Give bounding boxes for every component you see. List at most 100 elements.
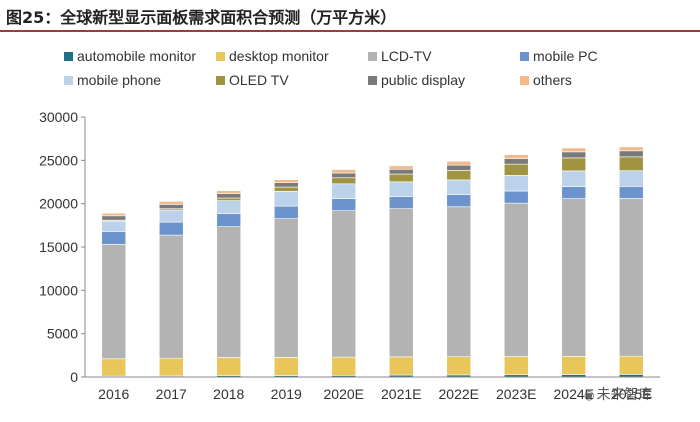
legend-swatch-desktop-monitor (216, 51, 225, 61)
bar-segment (101, 220, 127, 232)
bar-segment (618, 170, 644, 187)
bar-segment (216, 357, 242, 377)
watermark-text: 未来智库 (596, 387, 653, 403)
bar-segment (618, 150, 644, 158)
legend-swatch-public-display (368, 75, 377, 85)
bar-segment (331, 172, 357, 179)
bar-segment (561, 170, 587, 187)
bar-segment (101, 215, 127, 221)
bar-segment (331, 198, 357, 211)
bar-segment (561, 356, 587, 375)
bar-segment (561, 151, 587, 159)
legend-swatch-oled-tv (216, 75, 225, 85)
bar-segment (101, 358, 127, 377)
bar-segment (158, 357, 184, 377)
bar-segment (331, 183, 357, 199)
chart-title: 图25：全球新型显示面板需求面积合预测（万平方米） (6, 8, 397, 27)
bar-segment (216, 213, 242, 227)
legend-item-others: others (520, 72, 640, 88)
legend-item-oled-tv: OLED TV (216, 72, 368, 88)
y-tick-label: 5000 (47, 326, 78, 342)
y-tick-label: 10000 (39, 282, 78, 298)
x-tick-label: 2022E (439, 386, 479, 402)
bar-segment (273, 182, 299, 188)
legend-item-mobile-pc: mobile PC (520, 48, 640, 64)
legend-swatch-lcd-tv (368, 51, 377, 61)
bar-segment (618, 198, 644, 357)
bar-segment (216, 197, 242, 201)
legend-label-mobile-pc: mobile PC (533, 48, 598, 64)
bar-segment (388, 196, 414, 209)
legend-swatch-mobile-pc (520, 51, 529, 61)
bar-segment (388, 173, 414, 183)
bar-segment (273, 218, 299, 358)
bar-segment (446, 160, 472, 166)
y-tick-label: 25000 (39, 152, 78, 168)
x-tick-label: 2018 (213, 386, 244, 402)
bar-segment (388, 165, 414, 170)
bar-segment (331, 169, 357, 174)
bar-segment (388, 356, 414, 376)
legend-label-automobile-monitor: automobile monitor (77, 48, 197, 64)
wechat-icon: ◉ (584, 388, 595, 402)
y-tick-label: 0 (70, 369, 78, 385)
bar-segment (216, 193, 242, 199)
bar-segment (503, 163, 529, 176)
bar-segment (388, 208, 414, 358)
legend-label-mobile-phone: mobile phone (77, 72, 162, 88)
bar-segment (216, 200, 242, 214)
bar-segment (331, 177, 357, 185)
bar-segment (216, 190, 242, 195)
bar-segment (331, 210, 357, 358)
legend-item-public-display: public display (368, 72, 520, 88)
legend-label-lcd-tv: LCD-TV (381, 48, 432, 64)
bar-segment (446, 194, 472, 208)
bar-segment (216, 226, 242, 358)
bar-segment (561, 147, 587, 153)
legend-swatch-others (520, 75, 529, 85)
y-tick-label: 15000 (39, 239, 78, 255)
legend-label-desktop-monitor: desktop monitor (229, 48, 329, 64)
y-tick-label: 30000 (39, 109, 78, 125)
bar-segment (503, 154, 529, 159)
bar-segment (273, 186, 299, 192)
x-tick-label: 2016 (98, 386, 129, 402)
bar-segment (618, 355, 644, 375)
legend-item-lcd-tv: LCD-TV (368, 48, 520, 64)
bar-segment (158, 209, 184, 223)
bar-segment (446, 164, 472, 171)
x-tick-label: 2021E (381, 386, 421, 402)
bar-segment (446, 179, 472, 195)
bar-segment (101, 231, 127, 245)
bar-segment (158, 221, 184, 236)
bar-segment (158, 234, 184, 359)
bar-segment (503, 175, 529, 192)
legend-swatch-mobile-phone (64, 75, 73, 85)
bar-segment (158, 201, 184, 205)
bar-segment (503, 356, 529, 376)
bar-segment (618, 156, 644, 172)
legend-label-public-display: public display (381, 72, 466, 88)
bar-segment (503, 158, 529, 165)
bar-segment (101, 212, 127, 217)
legend-item-mobile-phone: mobile phone (64, 72, 216, 88)
bar-segment (273, 205, 299, 219)
bar-segment (503, 202, 529, 357)
x-tick-label: 2025E (611, 386, 651, 402)
bar-segment (618, 146, 644, 152)
bar-segment (101, 244, 127, 360)
bar-segment (273, 357, 299, 376)
x-tick-label: 2017 (156, 386, 187, 402)
bar-segment (503, 190, 529, 204)
bar-segment (446, 356, 472, 376)
bar-segment (561, 198, 587, 357)
x-tick-label: 2023E (496, 386, 536, 402)
legend-item-desktop-monitor: desktop monitor (216, 48, 368, 64)
legend-swatch-automobile-monitor (64, 51, 73, 61)
x-tick-label: 2024E (554, 386, 594, 402)
bar-segment (561, 186, 587, 199)
bar-segment (273, 179, 299, 183)
bar-segment (158, 204, 184, 209)
bar-segment (331, 356, 357, 376)
